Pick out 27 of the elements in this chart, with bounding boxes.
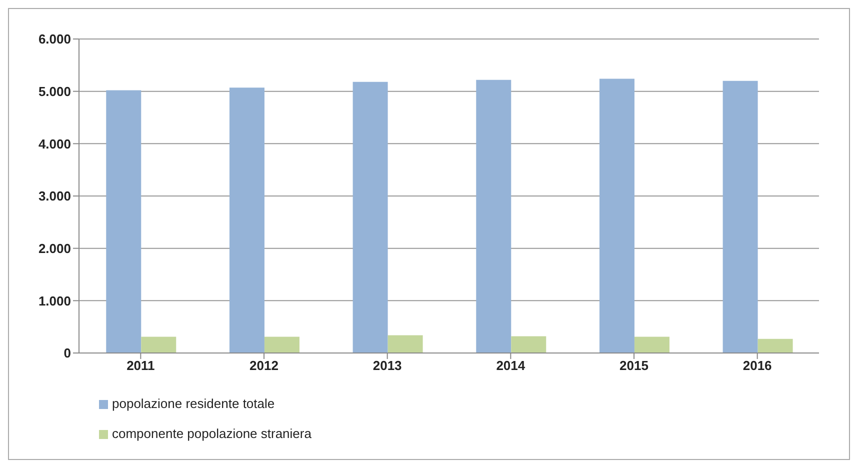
x-tick-label: 2015 [620,358,648,374]
bar [352,82,388,353]
bar [229,88,264,353]
bar [511,336,546,353]
legend-label: componente popolazione straniera [112,426,312,441]
y-tick-label: 0 [64,346,71,361]
x-tick-label: 2013 [372,358,402,374]
bar [476,80,512,353]
y-tick-label: 2.000 [38,240,71,256]
bar [264,336,300,353]
y-tick-label: 3.000 [38,188,71,204]
bar [758,338,793,353]
y-tick-label: 5.000 [38,84,71,99]
legend-label: popolazione residente totale [112,396,275,411]
bar [388,335,423,353]
y-tick-label: 4.000 [38,136,71,152]
x-tick-label: 2014 [496,358,526,374]
y-tick-label: 1.000 [38,293,71,308]
bar [106,90,142,353]
bar [722,80,758,353]
bar [599,78,634,353]
bar [634,336,670,353]
bar [141,336,176,353]
x-tick-label: 2016 [742,358,772,374]
x-tick-label: 2012 [250,358,278,374]
x-tick-label: 2011 [126,358,155,374]
y-tick-label: 6.000 [38,32,71,47]
